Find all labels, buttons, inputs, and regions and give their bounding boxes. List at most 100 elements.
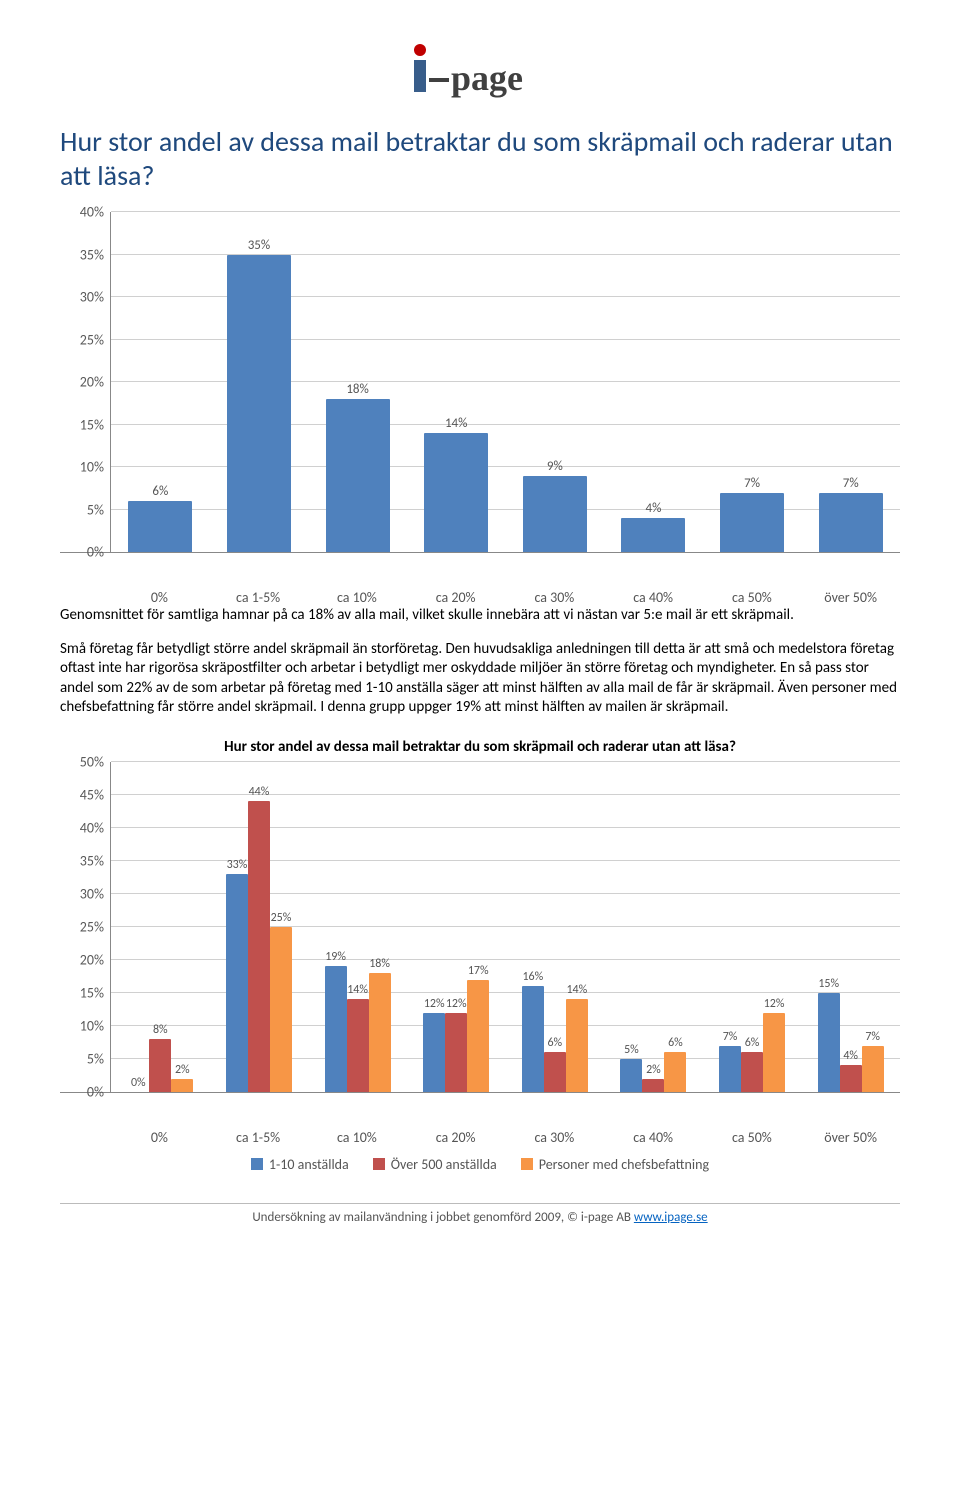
chart2-yaxis: 0%5%10%15%20%25%30%35%40%45%50% <box>60 762 110 1092</box>
bar <box>326 399 390 552</box>
xtick-label: 0% <box>110 583 209 606</box>
xtick-label: ca 50% <box>703 1123 802 1146</box>
bar-value-label: 44% <box>249 785 270 799</box>
ytick-label: 20% <box>80 951 104 968</box>
bar <box>523 476 587 553</box>
bar-group-slot: 5% 2% 6% <box>604 762 703 1092</box>
xtick-label: ca 40% <box>604 583 703 606</box>
bar-slot: 4% <box>604 212 703 552</box>
bar-value-label: 14% <box>566 983 587 997</box>
xtick-label: över 50% <box>801 1123 900 1146</box>
chart2-legend: 1-10 anställda Över 500 anställda Personer… <box>60 1146 900 1173</box>
bar <box>719 1046 741 1092</box>
ytick-label: 40% <box>80 819 104 836</box>
bar-group-slot: 0%8%2% <box>111 762 210 1092</box>
bar-value-label: 7% <box>744 476 760 491</box>
bar <box>720 493 784 553</box>
bar-value-label: 7% <box>723 1030 738 1044</box>
bar-value-label: 12% <box>424 997 445 1011</box>
chart2-title: Hur stor andel av dessa mail betraktar d… <box>60 738 900 756</box>
ytick-label: 5% <box>87 1050 104 1067</box>
ytick-label: 50% <box>80 753 104 770</box>
bar <box>763 1013 785 1092</box>
bar-value-label: 18% <box>369 957 390 971</box>
bar <box>818 993 840 1092</box>
bar-value-label: 5% <box>624 1043 639 1057</box>
legend-label: Personer med chefsbefattning <box>539 1156 709 1173</box>
bar-value-label: 16% <box>522 970 543 984</box>
bar <box>226 874 248 1092</box>
xtick-label: ca 1-5% <box>209 1123 308 1146</box>
bar-value-label: 9% <box>547 459 563 474</box>
bar <box>522 986 544 1092</box>
bar-value-label: 2% <box>646 1063 661 1077</box>
chart2-plot: 0%8%2%33%44%25%19%14%18%12%12%17%16%6%14… <box>110 762 900 1092</box>
bar <box>620 1059 642 1092</box>
bar-group-slot: 33%44%25% <box>210 762 309 1092</box>
ytick-label: 20% <box>80 374 104 391</box>
bar-value-label: 14% <box>347 983 368 997</box>
logo: page <box>60 40 900 105</box>
footer-text: Undersökning av mailanvändning i jobbet … <box>252 1210 634 1225</box>
bar-slot: 6% <box>111 212 210 552</box>
bar <box>544 1052 566 1092</box>
ytick-label: 25% <box>80 918 104 935</box>
xtick-label: ca 10% <box>308 583 407 606</box>
ytick-label: 5% <box>87 501 104 518</box>
legend-swatch <box>373 1158 385 1170</box>
chart2: Hur stor andel av dessa mail betraktar d… <box>60 738 900 1173</box>
bar-value-label: 18% <box>346 382 368 397</box>
ytick-label: 40% <box>80 204 104 221</box>
bar <box>248 801 270 1091</box>
bar-group-slot: 19%14%18% <box>308 762 407 1092</box>
paragraph-1: Genomsnittet för samtliga hamnar på ca 1… <box>60 606 900 626</box>
chart1-plot: 6%35%18%14%9%4%7%7% <box>110 212 900 552</box>
bar-value-label: 4% <box>843 1049 858 1063</box>
bar <box>445 1013 467 1092</box>
xtick-label: ca 50% <box>703 583 802 606</box>
bar-group-slot: 12%12%17% <box>407 762 506 1092</box>
xtick-label: över 50% <box>801 583 900 606</box>
ytick-label: 35% <box>80 246 104 263</box>
page-title: Hur stor andel av dessa mail betraktar d… <box>60 125 900 192</box>
bar-slot: 18% <box>308 212 407 552</box>
footer-link[interactable]: www.ipage.se <box>634 1210 708 1225</box>
legend-swatch <box>521 1158 533 1170</box>
bar-value-label: 35% <box>248 238 270 253</box>
bar <box>424 433 488 552</box>
chart1-xaxis: 0%ca 1-5%ca 10%ca 20%ca 30%ca 40%ca 50%ö… <box>60 583 900 606</box>
ytick-label: 0% <box>87 544 104 561</box>
bar-value-label: 0% <box>131 1076 146 1090</box>
legend-label: Över 500 anställda <box>391 1156 497 1173</box>
bar-value-label: 4% <box>645 501 661 516</box>
bar-slot: 14% <box>407 212 506 552</box>
bar <box>149 1039 171 1092</box>
bar-value-label: 6% <box>547 1036 562 1050</box>
xtick-label: ca 20% <box>406 1123 505 1146</box>
legend-label: 1-10 anställda <box>269 1156 349 1173</box>
svg-text:page: page <box>451 58 523 98</box>
bar-value-label: 25% <box>271 911 292 925</box>
bar <box>664 1052 686 1092</box>
xtick-label: ca 1-5% <box>209 583 308 606</box>
bar-value-label: 12% <box>764 997 785 1011</box>
legend-item: 1-10 anställda <box>251 1156 349 1173</box>
ytick-label: 45% <box>80 786 104 803</box>
bar <box>270 927 292 1092</box>
chart1: 0%5%10%15%20%25%30%35%40% 6%35%18%14%9%4… <box>60 212 900 606</box>
logo-svg: page <box>395 40 565 100</box>
bar-slot: 7% <box>703 212 802 552</box>
legend-swatch <box>251 1158 263 1170</box>
bar <box>423 1013 445 1092</box>
ytick-label: 25% <box>80 331 104 348</box>
bar <box>325 966 347 1091</box>
ytick-label: 15% <box>80 984 104 1001</box>
bar <box>369 973 391 1092</box>
bar-value-label: 6% <box>745 1036 760 1050</box>
bar-value-label: 6% <box>152 484 168 499</box>
bar-value-label: 8% <box>153 1023 168 1037</box>
ytick-label: 15% <box>80 416 104 433</box>
bar-value-label: 6% <box>668 1036 683 1050</box>
xtick-label: ca 30% <box>505 1123 604 1146</box>
xtick-label: 0% <box>110 1123 209 1146</box>
